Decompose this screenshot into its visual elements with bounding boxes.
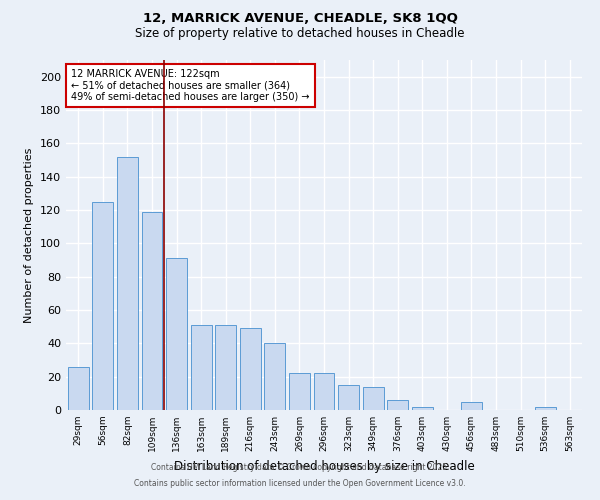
Bar bbox=[215, 325, 236, 410]
Bar bbox=[362, 386, 383, 410]
Bar bbox=[314, 374, 334, 410]
Text: Contains HM Land Registry data © Crown copyright and database right 2025.: Contains HM Land Registry data © Crown c… bbox=[151, 464, 449, 472]
Text: 12, MARRICK AVENUE, CHEADLE, SK8 1QQ: 12, MARRICK AVENUE, CHEADLE, SK8 1QQ bbox=[143, 12, 457, 26]
Bar bbox=[535, 406, 556, 410]
Text: Size of property relative to detached houses in Cheadle: Size of property relative to detached ho… bbox=[135, 28, 465, 40]
Bar bbox=[92, 202, 113, 410]
Y-axis label: Number of detached properties: Number of detached properties bbox=[25, 148, 34, 322]
Bar bbox=[338, 385, 359, 410]
Bar bbox=[191, 325, 212, 410]
X-axis label: Distribution of detached houses by size in Cheadle: Distribution of detached houses by size … bbox=[173, 460, 475, 472]
Text: 12 MARRICK AVENUE: 122sqm
← 51% of detached houses are smaller (364)
49% of semi: 12 MARRICK AVENUE: 122sqm ← 51% of detac… bbox=[71, 69, 310, 102]
Bar bbox=[265, 344, 286, 410]
Bar bbox=[240, 328, 261, 410]
Bar bbox=[68, 366, 89, 410]
Text: Contains public sector information licensed under the Open Government Licence v3: Contains public sector information licen… bbox=[134, 478, 466, 488]
Bar bbox=[461, 402, 482, 410]
Bar bbox=[117, 156, 138, 410]
Bar bbox=[166, 258, 187, 410]
Bar bbox=[142, 212, 163, 410]
Bar bbox=[412, 406, 433, 410]
Bar bbox=[387, 400, 408, 410]
Bar bbox=[289, 374, 310, 410]
